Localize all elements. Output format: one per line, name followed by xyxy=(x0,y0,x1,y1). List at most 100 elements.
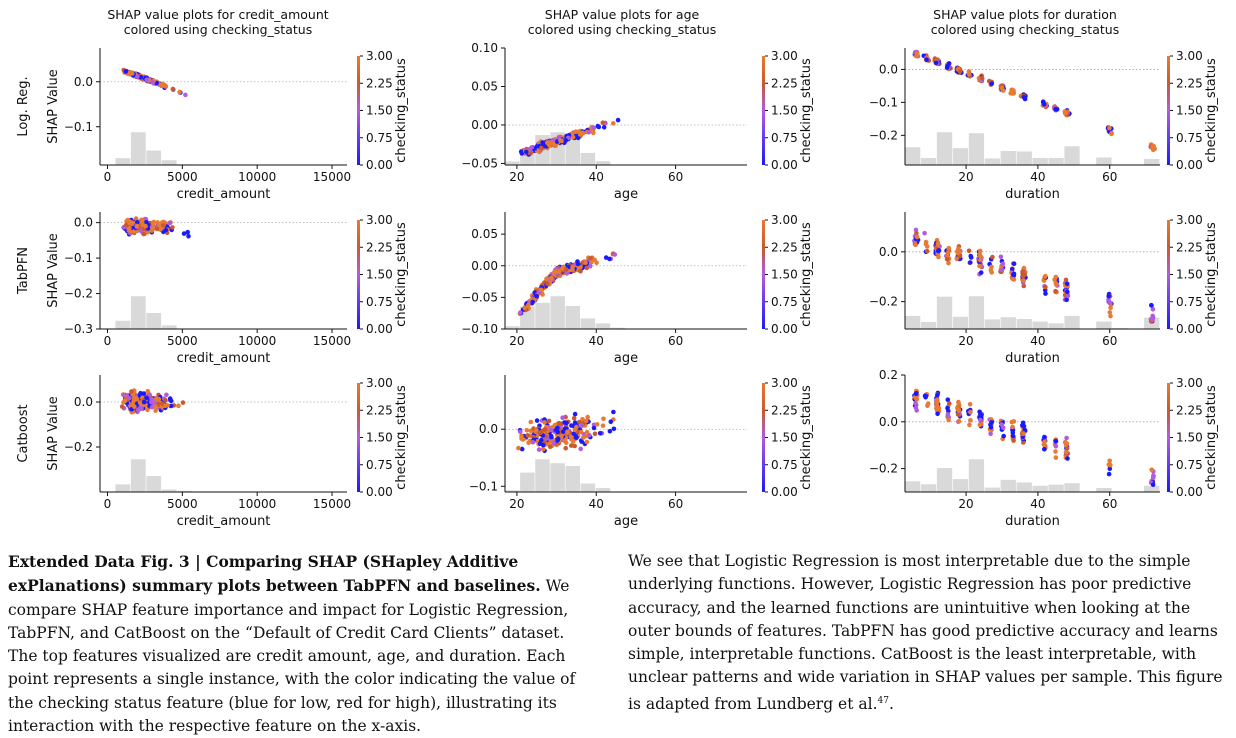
column-subtitle-3: colored using checking_status xyxy=(931,22,1119,37)
scatter-point xyxy=(956,246,961,251)
colorbar-tick-label: 2.25 xyxy=(1176,240,1203,254)
scatter-point xyxy=(1041,99,1046,104)
scatter-point xyxy=(611,410,616,415)
colorbar-tick-label: 0.75 xyxy=(366,295,393,309)
colorbar-tick-label: 2.25 xyxy=(1176,76,1203,90)
scatter-point xyxy=(1054,444,1059,449)
scatter-point xyxy=(593,432,598,437)
x-tick-label: 60 xyxy=(1102,497,1117,511)
scatter-point xyxy=(592,258,597,263)
scatter-point xyxy=(935,393,940,398)
caption-right: We see that Logistic Regression is most … xyxy=(628,550,1228,716)
scatter-point xyxy=(947,401,952,406)
y-tick-label: −0.2 xyxy=(869,128,898,142)
scatter-point xyxy=(914,392,919,397)
x-tick-label: 20 xyxy=(958,170,973,184)
colorbar xyxy=(1167,383,1170,492)
scatter-point xyxy=(1042,442,1047,447)
scatter-point xyxy=(543,427,548,432)
hist-bar xyxy=(953,148,968,165)
scatter-point xyxy=(534,294,539,299)
scatter-point xyxy=(167,221,172,226)
hist-bar xyxy=(162,325,177,329)
scatter-point xyxy=(168,398,173,403)
scatter-point xyxy=(1001,262,1006,267)
scatter-point xyxy=(1107,462,1112,467)
scatter-point xyxy=(915,235,920,240)
x-axis-label: credit_amount xyxy=(177,514,271,529)
figure-caption: Extended Data Fig. 3 | Comparing SHAP (S… xyxy=(8,550,1228,720)
scatter-point xyxy=(1012,261,1017,266)
hist-bar xyxy=(1017,482,1032,492)
scatter-point xyxy=(1106,294,1111,299)
scatter-point xyxy=(979,414,984,419)
hist-bar xyxy=(937,297,952,329)
colorbar-tick-label: 2.25 xyxy=(366,76,393,90)
scatter-point xyxy=(1054,455,1059,460)
scatter-point xyxy=(1011,88,1016,93)
scatter-point xyxy=(945,406,950,411)
y-tick-label: −0.2 xyxy=(869,462,898,476)
colorbar-tick-label: 0.00 xyxy=(1176,485,1203,499)
colorbar-tick-label: 0.75 xyxy=(1176,295,1203,309)
colorbar-tick-label: 3.00 xyxy=(366,49,393,63)
caption-left-text: We compare SHAP feature importance and i… xyxy=(8,577,575,735)
shap-figure: SHAP value plots for credit_amountcolore… xyxy=(0,0,1236,540)
colorbar-tick-label: 3.00 xyxy=(366,376,393,390)
scatter-point xyxy=(598,431,603,436)
scatter-point xyxy=(183,93,188,98)
scatter-point xyxy=(120,404,125,409)
hist-bar xyxy=(115,158,130,165)
scatter-point xyxy=(560,266,565,271)
hist-bar xyxy=(1001,151,1016,165)
y-tick-label: −0.2 xyxy=(64,287,93,301)
scatter-point xyxy=(946,418,951,423)
scatter-point xyxy=(535,418,540,423)
x-tick-label: 10000 xyxy=(238,497,276,511)
hist-bar xyxy=(581,153,596,165)
scatter-point xyxy=(1064,436,1069,441)
scatter-point xyxy=(1149,468,1154,473)
hist-bar xyxy=(969,459,984,492)
hist-bar xyxy=(131,132,146,165)
scatter-point xyxy=(518,310,523,315)
x-tick-label: 5000 xyxy=(167,334,198,348)
scatter-point xyxy=(592,426,597,431)
hist-bar xyxy=(1048,485,1063,492)
hist-bar xyxy=(1048,158,1063,165)
row-label: Catboost xyxy=(16,404,31,462)
y-tick-label: −0.1 xyxy=(869,95,898,109)
y-tick-label: 0.0 xyxy=(74,216,93,230)
scatter-point xyxy=(978,252,983,257)
column-subtitle-2: colored using checking_status xyxy=(528,22,716,37)
scatter-point xyxy=(1151,476,1156,481)
scatter-point xyxy=(978,258,983,263)
x-tick-label: 20 xyxy=(958,334,973,348)
y-tick-label: −0.3 xyxy=(64,322,93,336)
scatter-point xyxy=(1065,456,1070,461)
scatter-point xyxy=(595,422,600,427)
scatter-point xyxy=(127,396,132,401)
hist-bar xyxy=(921,322,936,329)
scatter-point xyxy=(525,428,530,433)
y-tick-label: 0.00 xyxy=(471,118,498,132)
scatter-point xyxy=(164,393,169,398)
scatter-point xyxy=(979,270,984,275)
colorbar-tick-label: 0.00 xyxy=(366,485,393,499)
scatter-point xyxy=(152,220,157,225)
scatter-point xyxy=(1012,419,1017,424)
scatter-point xyxy=(968,402,973,407)
colorbar-label: checking_status xyxy=(394,222,409,327)
scatter-point xyxy=(601,120,606,125)
scatter-point xyxy=(155,397,160,402)
caption-right-text: We see that Logistic Regression is most … xyxy=(628,552,1223,713)
scatter-point xyxy=(1001,434,1006,439)
hist-bar xyxy=(115,321,130,329)
colorbar-tick-label: 1.50 xyxy=(366,104,393,118)
scatter-point xyxy=(967,423,972,428)
colorbar-label: checking_status xyxy=(799,58,814,163)
